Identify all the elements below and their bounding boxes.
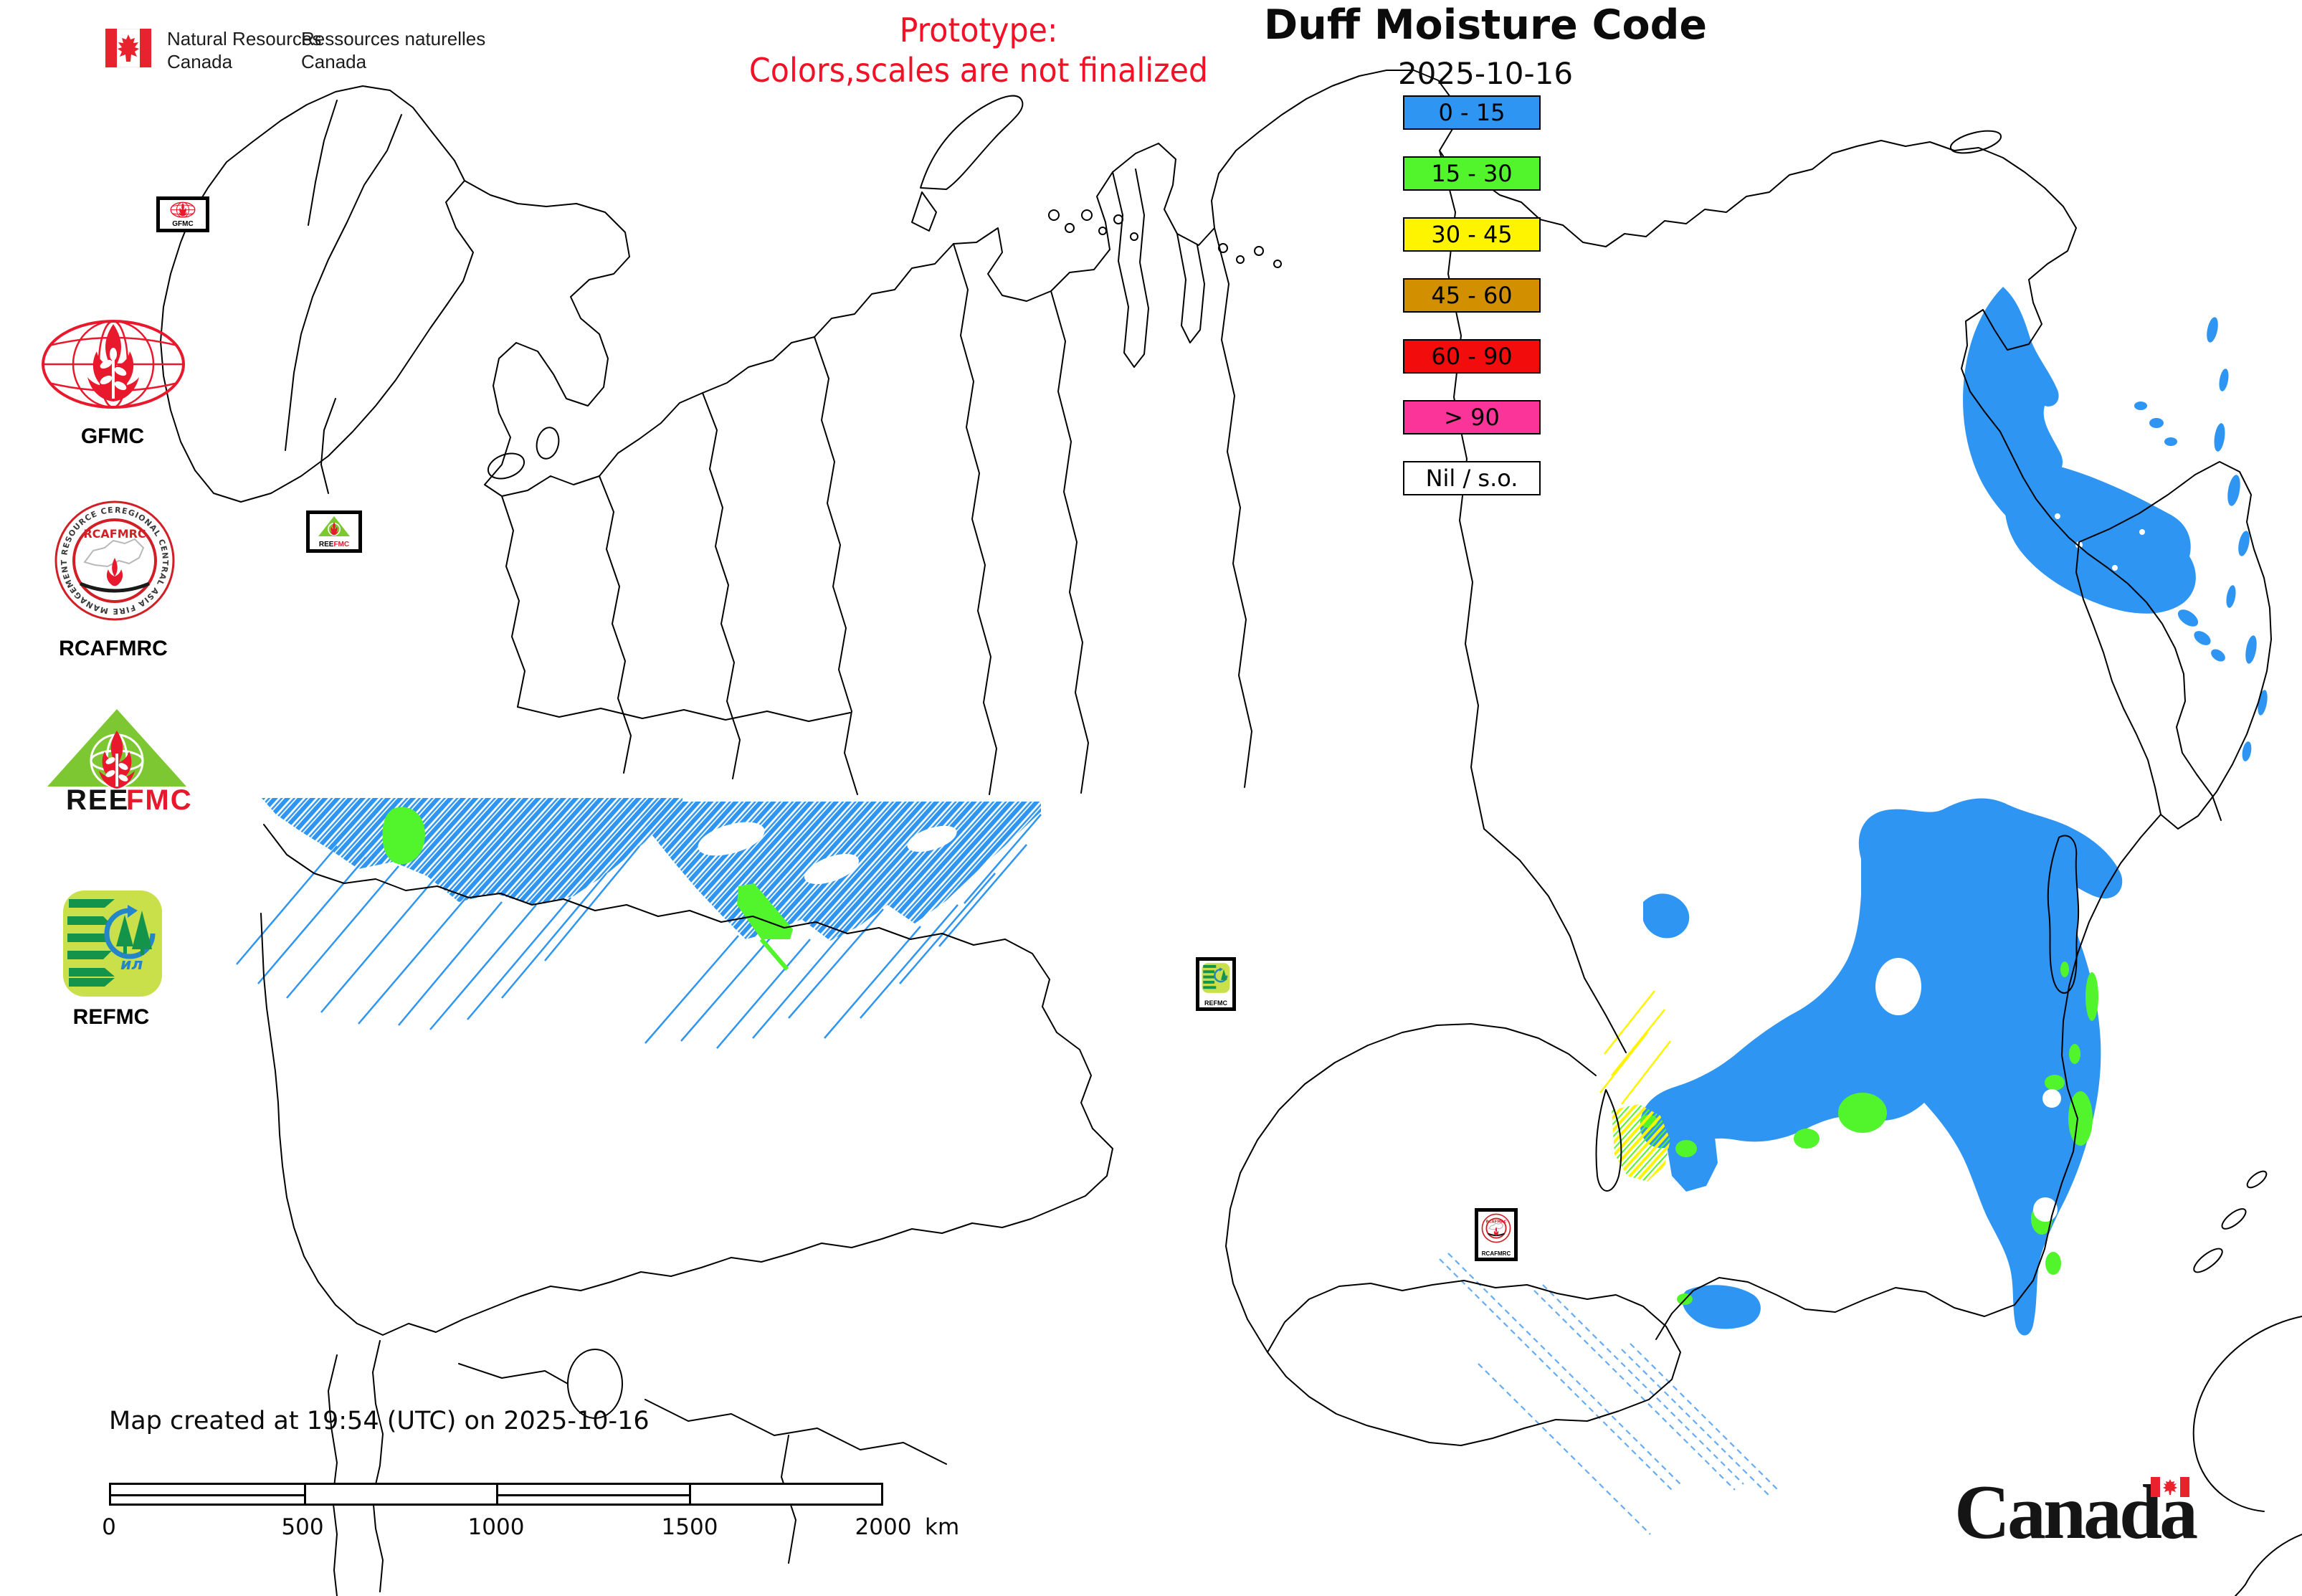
nrcan-name-fr: Ressources naturelles Canada	[301, 28, 486, 72]
svg-text:RCAFMRC: RCAFMRC	[1486, 1220, 1507, 1224]
dmc-streaks-southeast	[1439, 1253, 1780, 1535]
nrcan-name-en: Natural Resources Canada	[167, 28, 322, 72]
prototype-warning: Prototype: Colors,scales are not finaliz…	[705, 10, 1252, 90]
wordmark-flag-icon	[2151, 1477, 2189, 1497]
marker-refmc: REFMC	[1196, 957, 1236, 1011]
map-date: 2025-10-16	[1397, 56, 1574, 91]
refmc-caption: REFMC	[72, 1005, 150, 1029]
gfmc-logo	[42, 320, 185, 409]
legend-item-45-60: 45 - 60	[1403, 278, 1541, 313]
scale-tick-2000: 2000	[855, 1514, 912, 1540]
legend-item-30-45: 30 - 45	[1403, 217, 1541, 252]
title-block: Duff Moisture Code 2025-10-16	[1199, 1, 1772, 91]
legend-item-nil: Nil / s.o.	[1403, 461, 1541, 495]
refmc-mini-icon	[1202, 963, 1230, 993]
legend-label: 30 - 45	[1431, 221, 1513, 248]
scale-tick-1000: 1000	[467, 1514, 525, 1540]
legend-item-60-90: 60 - 90	[1403, 339, 1541, 374]
svg-text:REE: REE	[66, 784, 129, 814]
legend-label: 15 - 30	[1431, 160, 1513, 187]
gfmc-mini-icon	[170, 201, 196, 218]
page-title: Duff Moisture Code	[1263, 1, 1708, 49]
scale-divider	[303, 1485, 306, 1504]
legend-label: 45 - 60	[1431, 282, 1513, 309]
marker-rcafmrc: RCAFMRC RCAFMRC	[1475, 1208, 1518, 1261]
dmc-region-green	[382, 807, 2098, 1305]
prototype-line2: Colors,scales are not finalized	[748, 51, 1209, 90]
legend-label: > 90	[1444, 404, 1500, 431]
legend-item-0-15: 0 - 15	[1403, 95, 1541, 130]
svg-text:RCAFMRC: RCAFMRC	[83, 527, 146, 541]
svg-text:ил: ил	[120, 956, 143, 974]
legend-label: 0 - 15	[1438, 99, 1506, 126]
scale-tick-0: 0	[102, 1514, 116, 1540]
reefmc-mini-icon	[318, 516, 350, 537]
marker-reefmc: REEFMC	[306, 510, 362, 553]
map-created-text: Map created at 19:54 (UTC) on 2025-10-16	[109, 1407, 650, 1435]
nrcan-signature	[105, 29, 151, 67]
refmc-logo: ил	[63, 890, 162, 997]
scale-tick-500: 500	[281, 1514, 324, 1540]
scale-halfline	[496, 1494, 689, 1496]
dmc-region-yellow	[1599, 990, 1671, 1182]
legend-item-15-30: 15 - 30	[1403, 156, 1541, 191]
dmc-region-blue	[236, 287, 2268, 1336]
legend: 0 - 15 15 - 30 30 - 45 45 - 60 60 - 90 >…	[1403, 95, 1541, 522]
scale-divider	[688, 1485, 691, 1504]
map-borders	[160, 70, 2302, 1596]
legend-label: Nil / s.o.	[1425, 465, 1518, 492]
rcafmrc-logo: REGIONAL CENTRAL ASIA FIRE MANAGEMENT RE…	[52, 498, 175, 621]
scale-unit: km	[925, 1514, 960, 1540]
reefmc-logo: REE FMC	[47, 709, 192, 814]
scale-bar	[109, 1483, 883, 1506]
reefmc-mini-label-red: FMC	[333, 541, 350, 548]
prototype-line1: Prototype:	[899, 11, 1058, 49]
rcafmrc-mini-icon: RCAFMRC	[1481, 1213, 1511, 1243]
canada-flag-icon	[105, 29, 151, 67]
reefmc-mini-label-black: REE	[318, 541, 334, 548]
data-holes	[698, 513, 2145, 1222]
svg-text:FMC: FMC	[126, 784, 192, 814]
scale-tick-1500: 1500	[661, 1514, 718, 1540]
rcafmrc-caption: RCAFMRC	[59, 637, 168, 660]
marker-gfmc: GFMC	[156, 196, 209, 232]
gfmc-caption: GFMC	[80, 424, 145, 448]
legend-label: 60 - 90	[1431, 343, 1513, 370]
legend-item-gt-90: > 90	[1403, 400, 1541, 434]
scale-halfline	[111, 1494, 304, 1496]
